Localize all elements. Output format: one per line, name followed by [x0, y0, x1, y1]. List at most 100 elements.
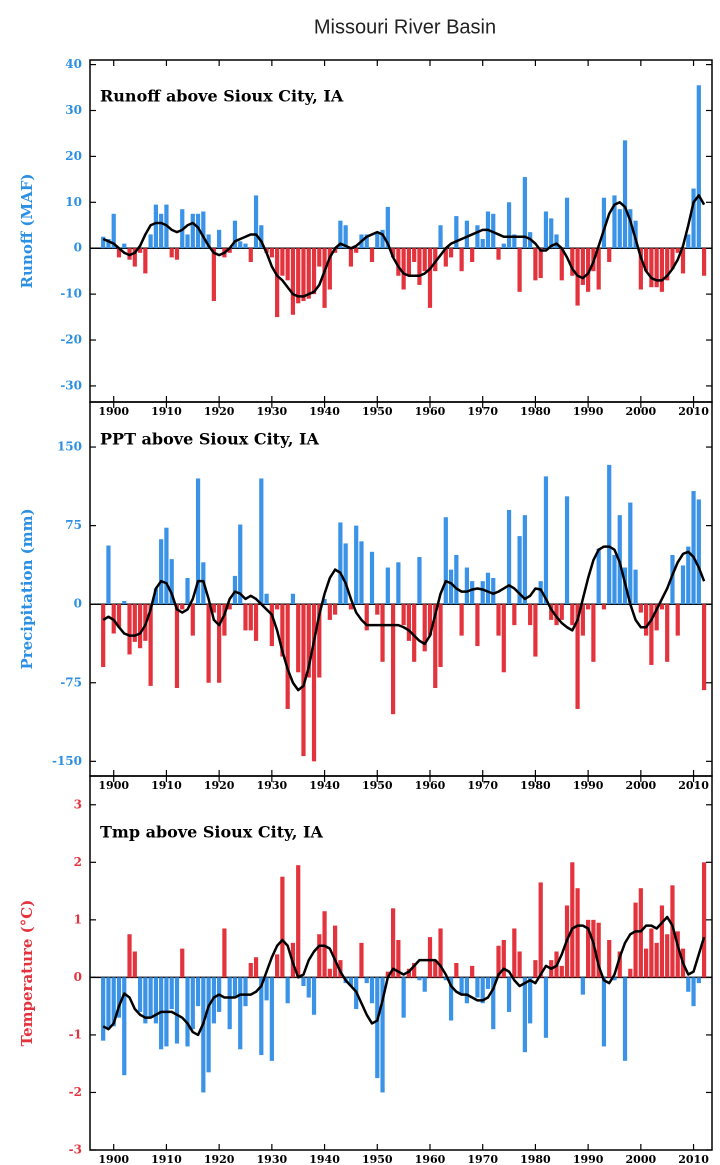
bar — [217, 604, 222, 683]
bar — [148, 604, 153, 686]
bar — [243, 604, 248, 631]
bar — [491, 578, 496, 605]
bar — [649, 928, 654, 978]
bar — [206, 604, 211, 683]
bar — [132, 604, 137, 642]
bar — [670, 248, 675, 269]
bar — [654, 248, 659, 288]
x-tick-label: 1940 — [309, 1153, 340, 1165]
bar — [348, 248, 354, 267]
bar — [433, 604, 438, 688]
bar — [538, 248, 543, 279]
bar — [554, 234, 559, 249]
bar — [116, 248, 122, 258]
bar — [470, 581, 475, 605]
bar — [485, 977, 491, 989]
y-tick-label: 10 — [65, 195, 82, 209]
bar — [649, 248, 654, 288]
bar — [238, 977, 243, 1050]
bar — [169, 559, 174, 605]
bar — [195, 478, 201, 605]
bar — [591, 604, 596, 662]
bar — [570, 604, 575, 626]
bar — [691, 977, 696, 1007]
bar — [185, 977, 190, 1047]
bar — [290, 593, 296, 605]
bar — [106, 239, 111, 249]
bar — [396, 562, 401, 605]
bar — [180, 604, 185, 610]
bar — [106, 545, 111, 605]
bar — [301, 977, 306, 987]
bar — [564, 197, 570, 249]
bar — [670, 885, 675, 978]
bar — [433, 960, 438, 978]
bar — [364, 604, 369, 631]
bar — [275, 248, 280, 318]
bar — [701, 604, 707, 691]
bar — [665, 934, 670, 978]
bar — [348, 604, 354, 610]
bar — [301, 604, 306, 757]
panel-title: PPT above Sioux City, IA — [100, 430, 319, 449]
bar — [596, 548, 601, 605]
bar — [153, 977, 158, 1024]
bar — [506, 977, 512, 1012]
panel-title: Tmp above Sioux City, IA — [100, 823, 324, 842]
bar — [248, 963, 253, 978]
plot-frame — [89, 775, 713, 1151]
y-tick-label: -150 — [52, 754, 82, 768]
bar — [622, 140, 628, 249]
bar — [443, 517, 448, 605]
x-tick-label: 1930 — [257, 405, 288, 418]
bar — [306, 604, 311, 678]
bar — [296, 604, 301, 673]
bar — [232, 575, 238, 605]
bar — [417, 248, 422, 285]
x-tick-label: 1950 — [362, 405, 393, 418]
bar — [259, 225, 264, 249]
bar — [354, 248, 359, 253]
bar — [269, 604, 274, 647]
bar — [665, 604, 670, 662]
bar — [470, 248, 475, 262]
bar — [396, 939, 401, 978]
bar — [543, 476, 549, 605]
bar — [480, 977, 485, 1004]
bar — [470, 965, 475, 978]
bar — [195, 977, 201, 1007]
bar — [570, 862, 575, 978]
bar — [264, 593, 269, 605]
bar — [201, 211, 206, 249]
x-tick-label: 1900 — [98, 779, 129, 792]
y-axis-label: Temperature (°C) — [18, 900, 36, 1047]
bar — [580, 604, 585, 636]
bar — [132, 248, 137, 267]
bar — [364, 977, 369, 984]
bar — [190, 213, 195, 249]
bar — [549, 218, 554, 249]
bar — [338, 522, 343, 605]
bar — [659, 604, 665, 610]
bar — [459, 248, 464, 272]
bar — [549, 604, 554, 620]
bar — [333, 925, 338, 978]
bar — [528, 977, 533, 1024]
bar — [343, 543, 348, 605]
bar — [159, 213, 164, 249]
bar — [132, 951, 137, 978]
bar — [253, 604, 259, 641]
y-tick-label: 0 — [74, 597, 82, 611]
bar — [275, 604, 280, 610]
bar — [306, 977, 311, 998]
x-tick-label: 1920 — [204, 1153, 235, 1165]
bar — [296, 865, 301, 978]
bar — [327, 604, 332, 620]
smoothed-line — [102, 194, 706, 298]
bar — [654, 942, 659, 978]
bar — [153, 588, 158, 605]
y-tick-label: 3 — [74, 797, 82, 811]
bar — [375, 977, 380, 1079]
bar — [417, 557, 422, 605]
x-tick-label: 1940 — [309, 779, 340, 792]
